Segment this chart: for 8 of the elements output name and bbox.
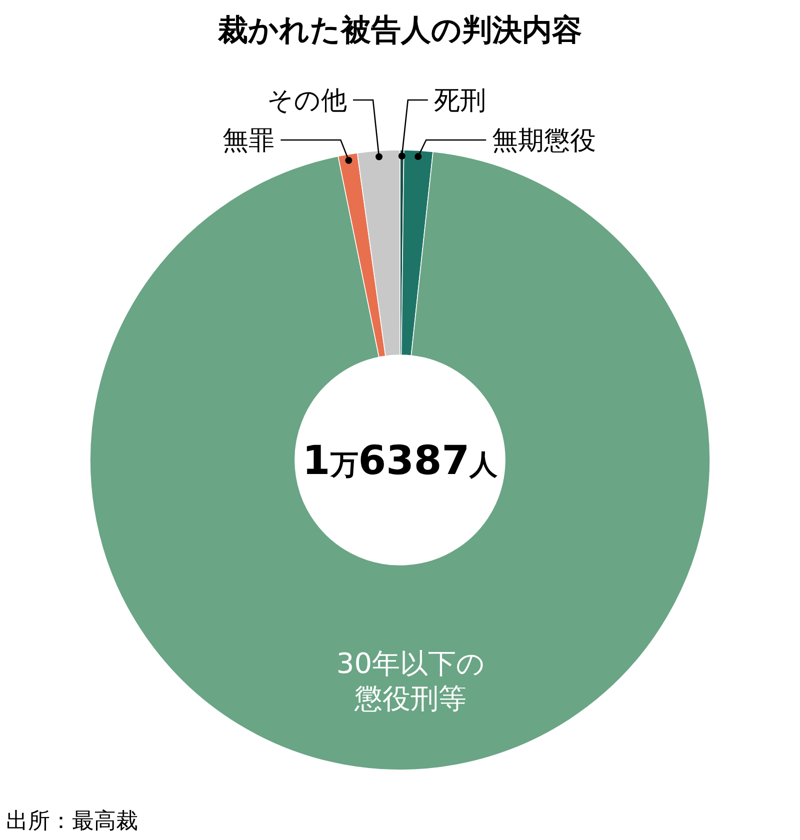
slice-label: 死刑 — [434, 86, 486, 116]
slice-label: その他 — [267, 86, 348, 116]
slice-label: 無期懲役 — [492, 126, 596, 156]
text: 1万6387人 — [302, 438, 499, 484]
slice-label: 30年以下の懲役刑等 — [336, 647, 486, 716]
slice-label: 無罪 — [222, 126, 275, 156]
text: 出所：最高裁 — [6, 809, 138, 834]
chart-title: 裁かれた被告人の判決内容 — [217, 13, 582, 48]
